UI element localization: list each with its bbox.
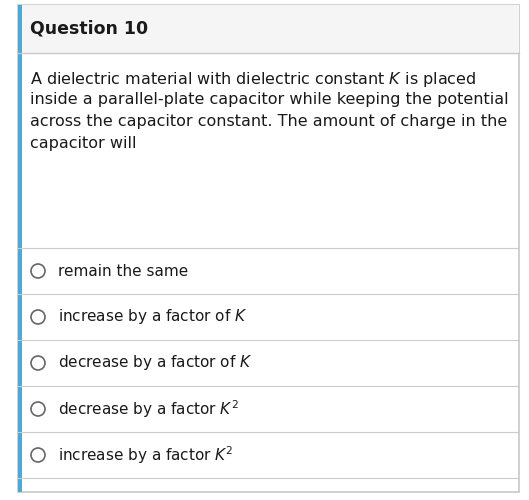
Text: increase by a factor of $\mathit{K}$: increase by a factor of $\mathit{K}$: [58, 308, 247, 326]
Bar: [18, 5, 22, 492]
Text: decrease by a factor of $\mathit{K}$: decrease by a factor of $\mathit{K}$: [58, 354, 252, 372]
Bar: [22, 5, 519, 53]
Text: capacitor will: capacitor will: [30, 136, 136, 151]
Text: remain the same: remain the same: [58, 264, 188, 278]
Text: increase by a factor $\mathit{K}^2$: increase by a factor $\mathit{K}^2$: [58, 444, 234, 466]
Text: A dielectric material with dielectric constant $\mathit{K}$ is placed: A dielectric material with dielectric co…: [30, 70, 476, 89]
Text: Question 10: Question 10: [30, 20, 148, 38]
Text: decrease by a factor $\mathit{K}^2$: decrease by a factor $\mathit{K}^2$: [58, 398, 239, 420]
Text: inside a parallel-plate capacitor while keeping the potential: inside a parallel-plate capacitor while …: [30, 92, 508, 107]
Text: across the capacitor constant. The amount of charge in the: across the capacitor constant. The amoun…: [30, 114, 507, 129]
